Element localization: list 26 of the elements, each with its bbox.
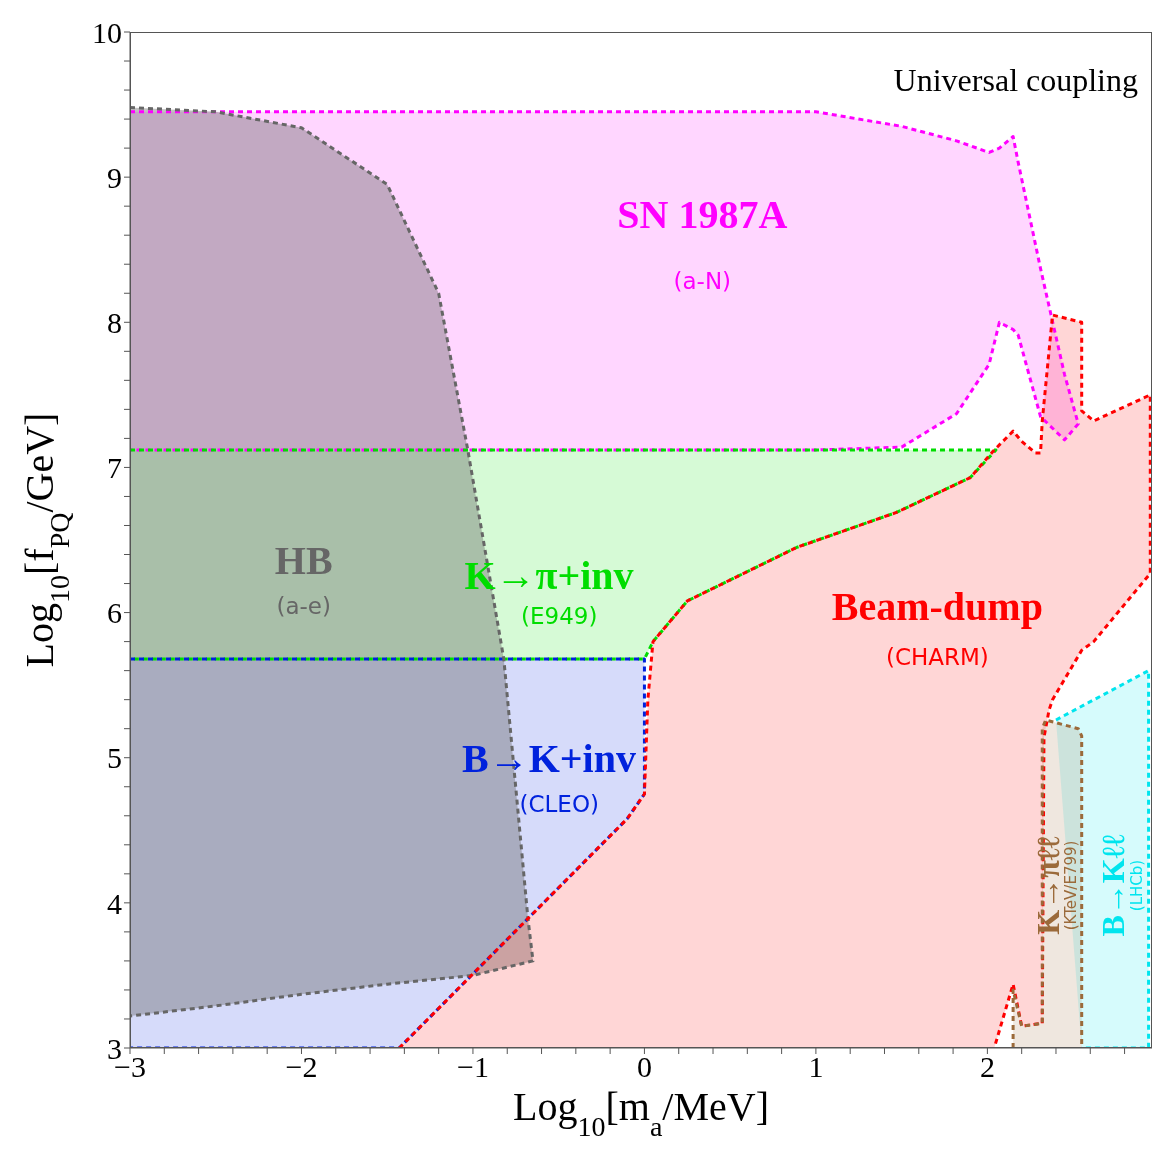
y-tick-label: 10 <box>92 15 122 49</box>
annotation: HB <box>274 537 333 583</box>
annotation: (E949) <box>521 603 598 630</box>
x-tick-label: 2 <box>979 1050 995 1084</box>
y-tick-label: 6 <box>107 596 122 630</box>
annotation: Beam-dump <box>831 583 1043 629</box>
annotation: B→K+inv <box>462 735 636 781</box>
x-tick-label: 1 <box>808 1050 824 1084</box>
y-tick-label: 4 <box>107 886 122 920</box>
annotation: (LHCb) <box>1127 859 1146 912</box>
annotation: (a-e) <box>276 593 331 620</box>
annotation: SN 1987A <box>617 192 788 238</box>
x-tick-label: −1 <box>456 1050 489 1084</box>
y-tick-label: 7 <box>107 451 122 485</box>
x-tick-label: 0 <box>636 1050 652 1084</box>
x-axis-title: Log$_{10}$[m$_{a}$/MeV] <box>513 1084 769 1142</box>
annotation: (CLEO) <box>519 791 599 818</box>
y-tick-label: 5 <box>107 741 122 775</box>
annotation: (CHARM) <box>885 643 989 670</box>
annotation: K→π+inv <box>464 553 634 599</box>
annotation: (KTeV/E799) <box>1062 840 1081 931</box>
y-tick-label: 8 <box>107 305 122 339</box>
y-tick-label: 9 <box>107 160 122 194</box>
annotation: (a-N) <box>673 267 732 294</box>
annotation: Universal coupling <box>893 62 1138 99</box>
x-tick-label: −2 <box>285 1050 318 1084</box>
